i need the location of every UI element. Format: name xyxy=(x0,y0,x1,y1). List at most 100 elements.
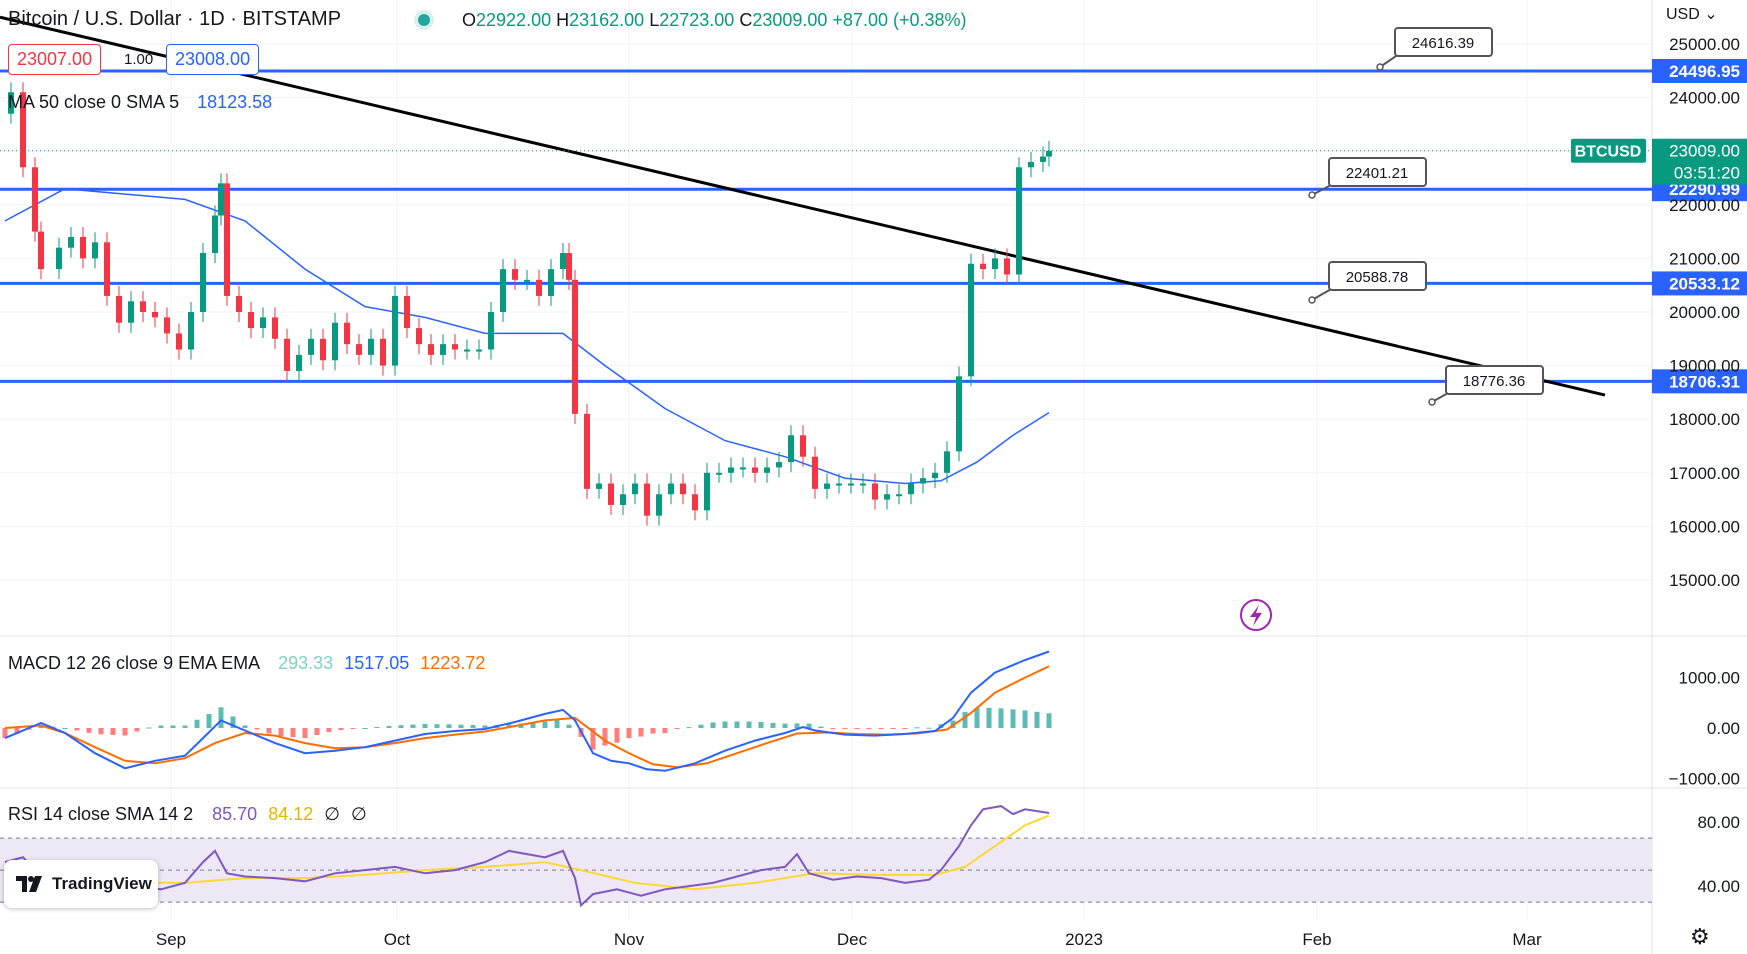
ma-legend-label: MA 50 close 0 SMA 5 xyxy=(8,92,180,112)
callout-anchor-2 xyxy=(1308,296,1316,304)
macd-signal-line xyxy=(4,665,1050,769)
candle-body xyxy=(38,231,44,270)
callout-label-1: 22401.21 xyxy=(1346,165,1409,182)
macd-histogram-bar xyxy=(86,728,92,733)
macd-value: 1517.05 xyxy=(344,653,410,673)
candle-body xyxy=(272,317,278,339)
time-tick-label: Feb xyxy=(1302,930,1331,949)
macd-histogram-bar xyxy=(38,725,44,728)
callouts[interactable]: 24616.39 22401.21 20588.78 18776.36 xyxy=(1308,27,1544,406)
low-label: L xyxy=(649,10,660,30)
macd-histogram-bar xyxy=(122,728,128,736)
rsi-legend-label: RSI 14 close SMA 14 2 xyxy=(8,804,194,824)
gear-icon[interactable]: ⚙ xyxy=(1690,924,1710,949)
time-tick-label: Mar xyxy=(1512,930,1542,949)
price-tick-label: 18000.00 xyxy=(1669,410,1740,429)
candle-body xyxy=(872,483,878,500)
rsi-legend[interactable]: RSI 14 close SMA 14 2 85.70 84.12 ∅ ∅ xyxy=(8,804,367,825)
macd-histogram-bar xyxy=(302,728,308,739)
macd-histogram-bar xyxy=(782,723,788,728)
candle-body xyxy=(428,344,434,355)
candle-body xyxy=(80,236,86,259)
symbol-title[interactable]: Bitcoin / U.S. Dollar · 1D · BITSTAMP xyxy=(8,8,342,30)
candle-body xyxy=(104,242,110,296)
price-axis[interactable]: 25000.0024000.0023000.0022000.0021000.00… xyxy=(1669,35,1740,896)
macd-histogram-bar xyxy=(338,728,344,731)
candle-body xyxy=(500,269,506,312)
candle-body xyxy=(776,462,782,468)
rsi-tick-label: 40.00 xyxy=(1697,877,1740,896)
rsi-line xyxy=(4,805,1050,908)
candle-body xyxy=(1046,150,1052,157)
candle-body xyxy=(512,269,518,280)
macd-histogram-bar xyxy=(230,716,236,728)
macd-histogram-bar xyxy=(650,728,656,734)
candle-body xyxy=(536,279,542,296)
level-tag-0 xyxy=(1652,58,1747,83)
candle-body xyxy=(260,317,266,329)
time-axis[interactable]: Sep Oct Nov Dec 2023 Feb Mar xyxy=(156,930,1542,949)
time-tick-label: Oct xyxy=(384,930,411,949)
candle-body xyxy=(956,376,962,452)
candle-body xyxy=(392,295,398,366)
rsi-empty-1: ∅ xyxy=(324,804,340,824)
macd-histogram-bar xyxy=(698,724,704,728)
callout-anchor-1 xyxy=(1308,191,1316,199)
change-value: +87.00 (+0.38%) xyxy=(832,10,967,30)
candle-body xyxy=(236,295,242,312)
candle-body xyxy=(860,483,866,486)
ma-legend[interactable]: MA 50 close 0 SMA 5 18123.58 xyxy=(8,92,272,113)
macd-histogram-bar xyxy=(266,728,272,734)
currency-label: USD xyxy=(1666,6,1700,23)
macd-histogram-value: 293.33 xyxy=(278,653,334,673)
macd-histogram-bar xyxy=(626,728,632,739)
candle-body xyxy=(32,167,38,232)
time-tick-label: 2023 xyxy=(1065,930,1103,949)
macd-legend[interactable]: MACD 12 26 close 9 EMA EMA 293.33 1517.0… xyxy=(8,653,485,674)
macd-histogram-bar xyxy=(926,727,932,729)
macd-histogram-bar xyxy=(806,723,812,728)
candle-body xyxy=(968,263,974,377)
currency-selector[interactable]: USD ⌄ xyxy=(1666,4,1718,24)
candle-body xyxy=(368,338,374,355)
candle-body xyxy=(92,242,98,259)
candle-body xyxy=(188,312,194,350)
candle-body xyxy=(128,301,134,323)
candle-body xyxy=(380,338,386,366)
macd-tick-label: 1000.00 xyxy=(1679,669,1740,688)
candle-body xyxy=(224,183,230,296)
macd-histogram-bar xyxy=(14,728,20,734)
candle-body xyxy=(548,269,554,296)
macd-histogram-bar xyxy=(998,708,1004,728)
macd-histogram-bar xyxy=(674,728,680,729)
sell-button[interactable]: 23007.00 xyxy=(8,44,102,75)
lightning-icon[interactable] xyxy=(1240,599,1272,631)
macd-histogram-bar xyxy=(542,721,548,728)
callout-label-3: 18776.36 xyxy=(1463,373,1526,390)
buy-button[interactable]: 23008.00 xyxy=(166,44,260,75)
trendline[interactable] xyxy=(0,15,1606,397)
price-path xyxy=(8,82,1052,526)
macd-line xyxy=(4,650,1050,772)
price-tick-label: 25000.00 xyxy=(1669,35,1740,54)
grid xyxy=(0,0,1652,920)
last-price-tag xyxy=(1652,138,1747,185)
rsi-pane xyxy=(4,805,1050,908)
macd-histogram-bar xyxy=(902,728,908,729)
candle-body xyxy=(788,435,794,463)
tradingview-logo[interactable]: TradingView xyxy=(4,860,158,908)
candle-body xyxy=(1016,167,1022,275)
macd-histogram-bar xyxy=(686,727,692,729)
macd-histogram-bar xyxy=(986,707,992,728)
macd-tick-label: −1000.00 xyxy=(1669,769,1740,788)
candle-body xyxy=(812,456,818,489)
high-value: 23162.00 xyxy=(569,10,645,30)
trendline-segment xyxy=(0,15,1606,397)
candle-body xyxy=(656,494,662,516)
rsi-ma-line xyxy=(5,814,1050,891)
macd-tick-label: 0.00 xyxy=(1707,719,1740,738)
open-label: O xyxy=(462,10,477,30)
macd-signal-value: 1223.72 xyxy=(420,653,486,673)
candle-body xyxy=(356,344,362,355)
